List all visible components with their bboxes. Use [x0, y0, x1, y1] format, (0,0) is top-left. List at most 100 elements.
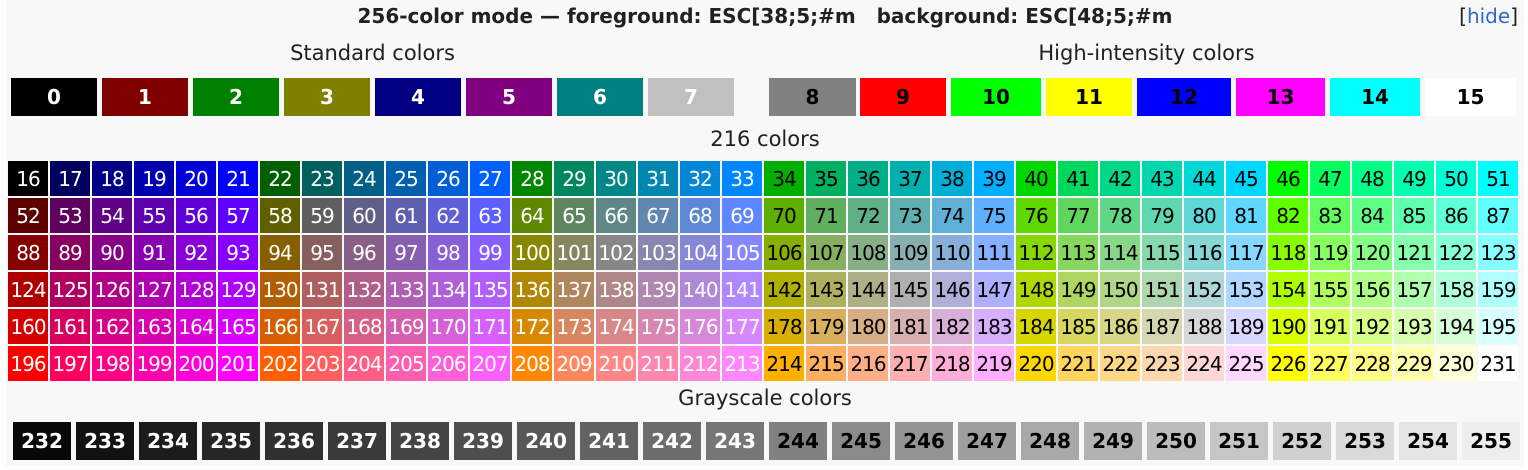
- cube-color-cell: 26: [428, 161, 468, 196]
- cube-color-cell: 157: [1394, 272, 1434, 307]
- high-intensity-color-swatch: 12: [1137, 78, 1231, 116]
- cube-color-cell: 228: [1352, 346, 1392, 381]
- cube-color-cell: 62: [428, 198, 468, 233]
- cube-color-cell: 206: [428, 346, 468, 381]
- cube-color-cell: 113: [1058, 235, 1098, 270]
- cube-color-cell: 197: [50, 346, 90, 381]
- cube-color-cell: 211: [638, 346, 678, 381]
- hide-toggle: [hide]: [1459, 4, 1518, 28]
- grayscale-swatch: 240: [517, 422, 575, 460]
- cube-color-cell: 96: [344, 235, 384, 270]
- cube-color-cell: 162: [92, 309, 132, 344]
- cube-color-cell: 20: [176, 161, 216, 196]
- cube-color-cell: 124: [8, 272, 48, 307]
- cube-color-cell: 41: [1058, 161, 1098, 196]
- cube-color-cell: 69: [722, 198, 762, 233]
- cube-color-cell: 120: [1352, 235, 1392, 270]
- cube-color-cell: 32: [680, 161, 720, 196]
- grayscale-swatch: 241: [580, 422, 638, 460]
- cube-color-cell: 73: [890, 198, 930, 233]
- cube-color-cell: 231: [1478, 346, 1518, 381]
- cube-color-cell: 230: [1436, 346, 1476, 381]
- cube-color-cell: 220: [1016, 346, 1056, 381]
- cube-color-cell: 77: [1058, 198, 1098, 233]
- cube-color-cell: 165: [218, 309, 258, 344]
- cube-color-cell: 129: [218, 272, 258, 307]
- cube-color-cell: 110: [932, 235, 972, 270]
- cube-color-cell: 185: [1058, 309, 1098, 344]
- cube-color-cell: 170: [428, 309, 468, 344]
- cube-color-cell: 223: [1142, 346, 1182, 381]
- cube-color-cell: 88: [8, 235, 48, 270]
- cube-color-cell: 70: [764, 198, 804, 233]
- cube-color-cell: 93: [218, 235, 258, 270]
- cube-color-cell: 55: [134, 198, 174, 233]
- high-intensity-color-swatch: 15: [1425, 78, 1516, 116]
- cube-color-cell: 63: [470, 198, 510, 233]
- cube-color-cell: 16: [8, 161, 48, 196]
- standard-color-swatch: 3: [284, 78, 370, 116]
- cube-color-cell: 72: [848, 198, 888, 233]
- cube-color-cell: 160: [8, 309, 48, 344]
- cube-color-cell: 107: [806, 235, 846, 270]
- cube-color-cell: 52: [8, 198, 48, 233]
- cube-color-cell: 151: [1142, 272, 1182, 307]
- cube-color-cell: 128: [176, 272, 216, 307]
- cube-color-cell: 126: [92, 272, 132, 307]
- cube-color-cell: 117: [1226, 235, 1266, 270]
- cube-color-cell: 64: [512, 198, 552, 233]
- cube-color-cell: 97: [386, 235, 426, 270]
- standard-color-swatch: 6: [557, 78, 643, 116]
- cube-color-cell: 65: [554, 198, 594, 233]
- standard-color-swatch: 2: [193, 78, 279, 116]
- cube-color-cell: 101: [554, 235, 594, 270]
- cube-color-cell: 203: [302, 346, 342, 381]
- cube-color-cell: 131: [302, 272, 342, 307]
- cube-color-cell: 192: [1352, 309, 1392, 344]
- cube-color-cell: 19: [134, 161, 174, 196]
- cube-color-cell: 209: [554, 346, 594, 381]
- cube-color-cell: 167: [302, 309, 342, 344]
- cube-color-cell: 94: [260, 235, 300, 270]
- cube-color-cell: 112: [1016, 235, 1056, 270]
- cube-color-cell: 213: [722, 346, 762, 381]
- cube-color-cell: 135: [470, 272, 510, 307]
- cube-color-cell: 179: [806, 309, 846, 344]
- cube-color-cell: 92: [176, 235, 216, 270]
- cube-color-cell: 184: [1016, 309, 1056, 344]
- cube-color-cell: 38: [932, 161, 972, 196]
- cube-color-cell: 40: [1016, 161, 1056, 196]
- standard-color-swatch: 7: [648, 78, 734, 116]
- cube-color-cell: 61: [386, 198, 426, 233]
- cube-color-cell: 48: [1352, 161, 1392, 196]
- cube-color-cell: 37: [890, 161, 930, 196]
- cube-color-cell: 91: [134, 235, 174, 270]
- cube-color-cell: 127: [134, 272, 174, 307]
- cube-color-cell: 204: [344, 346, 384, 381]
- cube-color-cell: 163: [134, 309, 174, 344]
- cube-color-cell: 158: [1436, 272, 1476, 307]
- cube-color-cell: 29: [554, 161, 594, 196]
- cube-color-cell: 83: [1310, 198, 1350, 233]
- cube-color-cell: 172: [512, 309, 552, 344]
- hide-link[interactable]: hide: [1466, 4, 1511, 28]
- cube-color-cell: 23: [302, 161, 342, 196]
- cube-color-cell: 80: [1184, 198, 1224, 233]
- grayscale-colors-caption: Grayscale colors: [678, 386, 852, 410]
- cube-color-cell: 17: [50, 161, 90, 196]
- cube-color-cell: 208: [512, 346, 552, 381]
- cube-color-cell: 159: [1478, 272, 1518, 307]
- cube-color-cell: 44: [1184, 161, 1224, 196]
- cube-color-cell: 143: [806, 272, 846, 307]
- cube-color-cell: 116: [1184, 235, 1224, 270]
- cube-color-cell: 122: [1436, 235, 1476, 270]
- cube-color-cell: 34: [764, 161, 804, 196]
- cube-color-cell: 161: [50, 309, 90, 344]
- cube-color-cell: 28: [512, 161, 552, 196]
- cube-color-cell: 193: [1394, 309, 1434, 344]
- cube-color-cell: 50: [1436, 161, 1476, 196]
- cube-color-cell: 168: [344, 309, 384, 344]
- cube-color-cell: 182: [932, 309, 972, 344]
- cube-colors-caption: 216 colors: [710, 127, 820, 151]
- cube-color-cell: 195: [1478, 309, 1518, 344]
